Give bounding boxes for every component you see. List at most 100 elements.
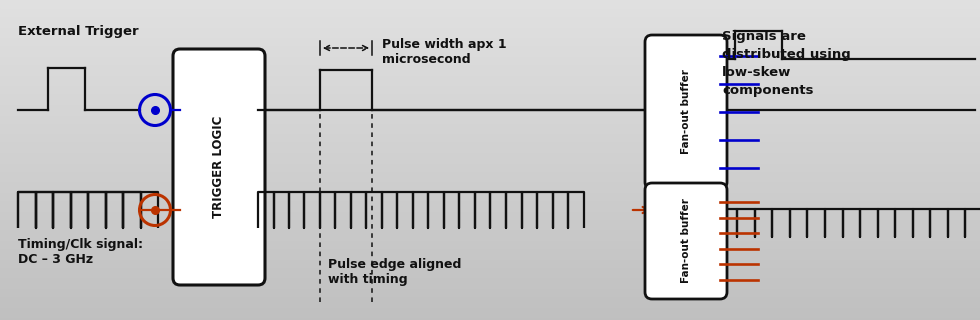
Bar	[0, 168, 980, 171]
Bar	[0, 136, 980, 139]
Bar	[0, 16, 980, 19]
Bar	[0, 288, 980, 291]
Bar	[0, 163, 980, 165]
Bar	[0, 80, 980, 83]
Bar	[0, 309, 980, 312]
Bar	[0, 69, 980, 72]
Bar	[0, 59, 980, 61]
Bar	[0, 264, 980, 267]
Bar	[0, 187, 980, 189]
Bar	[0, 152, 980, 155]
Bar	[0, 155, 980, 157]
Bar	[0, 275, 980, 277]
Bar	[0, 109, 980, 112]
Bar	[0, 235, 980, 237]
Bar	[0, 107, 980, 109]
Text: Pulse edge aligned
with timing: Pulse edge aligned with timing	[328, 258, 462, 286]
Text: Fan-out buffer: Fan-out buffer	[681, 69, 691, 155]
Bar	[0, 307, 980, 309]
Bar	[0, 269, 980, 272]
Bar	[0, 144, 980, 147]
Bar	[0, 171, 980, 173]
Bar	[0, 256, 980, 259]
Bar	[0, 232, 980, 235]
Bar	[0, 267, 980, 269]
Bar	[0, 88, 980, 91]
Bar	[0, 51, 980, 53]
Bar	[0, 296, 980, 299]
Bar	[0, 315, 980, 317]
Bar	[0, 237, 980, 240]
Bar	[0, 227, 980, 229]
Bar	[0, 29, 980, 32]
Bar	[0, 219, 980, 221]
Bar	[0, 149, 980, 152]
Bar	[0, 115, 980, 117]
Bar	[0, 213, 980, 216]
Bar	[0, 123, 980, 125]
Bar	[0, 104, 980, 107]
Bar	[0, 93, 980, 96]
Bar	[0, 304, 980, 307]
Text: TRIGGER LOGIC: TRIGGER LOGIC	[213, 116, 225, 218]
Bar	[0, 13, 980, 16]
Bar	[0, 205, 980, 208]
Bar	[0, 157, 980, 160]
Bar	[0, 277, 980, 280]
Bar	[0, 184, 980, 187]
Bar	[0, 24, 980, 27]
Bar	[0, 176, 980, 179]
Bar	[0, 285, 980, 288]
Bar	[0, 291, 980, 293]
Bar	[0, 229, 980, 232]
Bar	[0, 53, 980, 56]
Bar	[0, 48, 980, 51]
FancyBboxPatch shape	[173, 49, 265, 285]
Bar	[0, 283, 980, 285]
Bar	[0, 112, 980, 115]
Bar	[0, 139, 980, 141]
Bar	[0, 0, 980, 3]
Bar	[0, 251, 980, 253]
Bar	[0, 181, 980, 184]
Bar	[0, 160, 980, 163]
Bar	[0, 179, 980, 181]
Bar	[0, 301, 980, 304]
Bar	[0, 3, 980, 5]
Bar	[0, 195, 980, 197]
FancyBboxPatch shape	[645, 35, 727, 189]
Bar	[0, 211, 980, 213]
Bar	[0, 45, 980, 48]
Bar	[0, 19, 980, 21]
Bar	[0, 192, 980, 195]
FancyBboxPatch shape	[645, 183, 727, 299]
Bar	[0, 253, 980, 256]
Bar	[0, 293, 980, 296]
Bar	[0, 27, 980, 29]
Text: Timing/Clk signal:
DC – 3 GHz: Timing/Clk signal: DC – 3 GHz	[18, 238, 143, 266]
Bar	[0, 259, 980, 261]
Bar	[0, 299, 980, 301]
Bar	[0, 203, 980, 205]
Bar	[0, 128, 980, 131]
Bar	[0, 245, 980, 248]
Bar	[0, 96, 980, 99]
Bar	[0, 21, 980, 24]
Bar	[0, 83, 980, 85]
Bar	[0, 280, 980, 283]
Bar	[0, 61, 980, 64]
Bar	[0, 8, 980, 11]
Bar	[0, 131, 980, 133]
Bar	[0, 272, 980, 275]
Bar	[0, 99, 980, 101]
Bar	[0, 189, 980, 192]
Bar	[0, 165, 980, 168]
Bar	[0, 208, 980, 211]
Bar	[0, 133, 980, 136]
Text: Fan-out buffer: Fan-out buffer	[681, 199, 691, 284]
Bar	[0, 64, 980, 67]
Bar	[0, 43, 980, 45]
Bar	[0, 312, 980, 315]
Bar	[0, 216, 980, 219]
Bar	[0, 101, 980, 104]
